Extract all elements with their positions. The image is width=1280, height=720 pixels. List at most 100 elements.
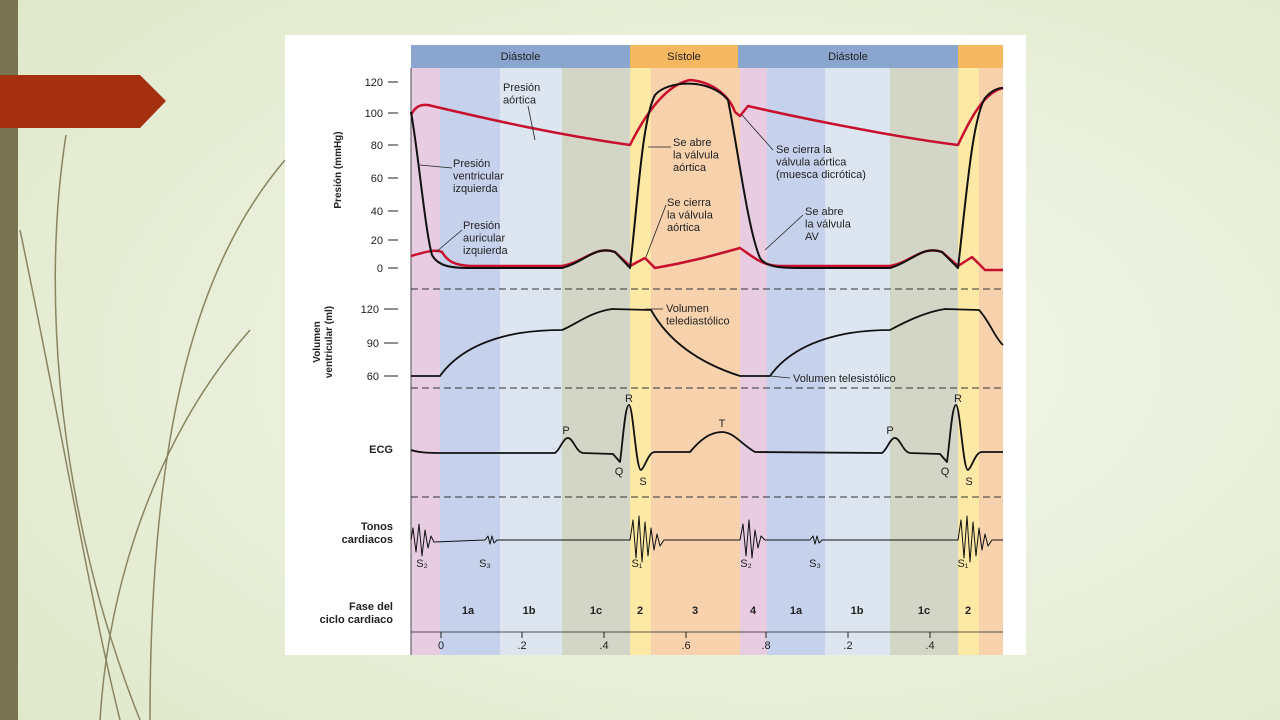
phase-label: 2 xyxy=(965,605,971,617)
header-label: Diástole xyxy=(501,51,541,63)
annotation: válvula aórtica xyxy=(776,157,847,169)
annotation: la válvula xyxy=(667,210,714,222)
ecg-wave-label: S xyxy=(965,476,972,488)
title-marker xyxy=(0,75,166,128)
header-band xyxy=(738,45,958,68)
annotation: Presión xyxy=(453,158,490,170)
row-label: ECG xyxy=(369,444,393,456)
row-label: cardiacos xyxy=(342,534,393,546)
y-tick-label: 90 xyxy=(367,338,379,350)
ecg-trace xyxy=(410,404,1003,471)
phase-bands xyxy=(411,45,1003,655)
y-tick-label: 40 xyxy=(371,206,383,218)
annotation: Volumen telesistólico xyxy=(793,373,896,385)
y-tick-label: 80 xyxy=(371,140,383,152)
ecg-wave-label: Q xyxy=(615,466,624,478)
annotation: Se abre xyxy=(673,137,712,149)
phase-label: 1b xyxy=(851,605,864,617)
sound-label: S₁ xyxy=(631,558,642,570)
phase-column xyxy=(979,68,1003,655)
ecg-wave-label: R xyxy=(625,393,633,405)
header-band xyxy=(411,45,630,68)
header-label: Diástole xyxy=(828,51,868,63)
header-band xyxy=(958,45,1003,68)
leader-lines xyxy=(419,105,804,379)
row-label: ciclo cardiaco xyxy=(320,614,394,626)
annotation: la válvula xyxy=(805,219,852,231)
phase-label: 3 xyxy=(692,605,698,617)
ecg-wave-label: S xyxy=(639,476,646,488)
phase-column xyxy=(562,68,630,655)
row-label: Fase del xyxy=(349,601,393,613)
phase-label: 2 xyxy=(637,605,643,617)
annotation: Volumen xyxy=(666,303,709,315)
axis-label: ventricular (ml) xyxy=(324,306,335,378)
sound-label: S₃ xyxy=(809,558,821,570)
ecg-wave-label: Q xyxy=(941,466,950,478)
y-tick-label: 20 xyxy=(371,235,383,247)
phase-column xyxy=(651,68,740,655)
y-tick-label: 60 xyxy=(371,173,383,185)
annotation: Se cierra la xyxy=(776,144,833,156)
labels: Diástole Sístole Diástole120100806040200Pr… xyxy=(312,51,973,652)
heart-sounds xyxy=(410,515,1003,563)
sound-label: S₁ xyxy=(957,558,968,570)
y-tick-label: 120 xyxy=(365,77,383,89)
ventricular-pressure xyxy=(410,82,1004,269)
decor-curves xyxy=(19,134,286,720)
ecg-wave-label: P xyxy=(886,425,893,437)
y-tick-label: 120 xyxy=(361,304,379,316)
annotation: Presión xyxy=(463,220,500,232)
annotation: AV xyxy=(805,231,820,243)
axis-label: Presión (mmHg) xyxy=(333,131,344,208)
y-tick-label: 60 xyxy=(367,371,379,383)
x-tick-label: .4 xyxy=(599,640,608,652)
x-tick-label: .2 xyxy=(517,640,526,652)
x-tick-label: 0 xyxy=(438,640,444,652)
x-tick-label: .4 xyxy=(925,640,934,652)
phase-label: 1a xyxy=(462,605,475,617)
ecg-wave-label: P xyxy=(562,425,569,437)
annotation: (muesca dicrótica) xyxy=(776,169,866,181)
x-tick-label: .8 xyxy=(761,640,770,652)
annotation: aórtica xyxy=(503,95,537,107)
phase-column xyxy=(890,68,958,655)
phase-label: 1b xyxy=(523,605,536,617)
phase-label: 1a xyxy=(790,605,803,617)
phase-label: 1c xyxy=(918,605,930,617)
x-tick-label: .6 xyxy=(681,640,690,652)
y-tick-label: 0 xyxy=(377,263,383,275)
annotation: ventricular xyxy=(453,171,504,183)
header-band xyxy=(630,45,738,68)
annotation: auricular xyxy=(463,233,506,245)
side-bar xyxy=(0,0,18,720)
curves xyxy=(409,78,1004,563)
sound-label: S₃ xyxy=(479,558,491,570)
header-label: Sístole xyxy=(667,51,701,63)
phase-label: 4 xyxy=(750,605,757,617)
ecg-wave-label: T xyxy=(719,418,726,430)
axis-label: Volumen xyxy=(312,321,323,362)
ventricular-volume xyxy=(411,308,1004,377)
phase-column xyxy=(767,68,825,655)
axes xyxy=(410,68,1003,655)
aortic-pressure xyxy=(409,78,1004,147)
annotation: la válvula xyxy=(673,150,720,162)
row-label: Tonos xyxy=(361,521,393,533)
phase-column xyxy=(740,68,767,655)
annotation: telediastólico xyxy=(666,316,730,328)
phase-column xyxy=(500,68,562,655)
phase-column xyxy=(825,68,890,655)
sound-label: S₂ xyxy=(416,558,428,570)
y-tick-label: 100 xyxy=(365,108,383,120)
atrial-pressure xyxy=(410,246,1003,272)
sound-label: S₂ xyxy=(740,558,752,570)
annotation: Se abre xyxy=(805,206,844,218)
annotation: aórtica xyxy=(667,222,701,234)
phase-label: 1c xyxy=(590,605,602,617)
x-tick-label: .2 xyxy=(843,640,852,652)
annotation: izquierda xyxy=(463,245,509,257)
annotation: Se cierra xyxy=(667,197,712,209)
annotation: Presión xyxy=(503,82,540,94)
